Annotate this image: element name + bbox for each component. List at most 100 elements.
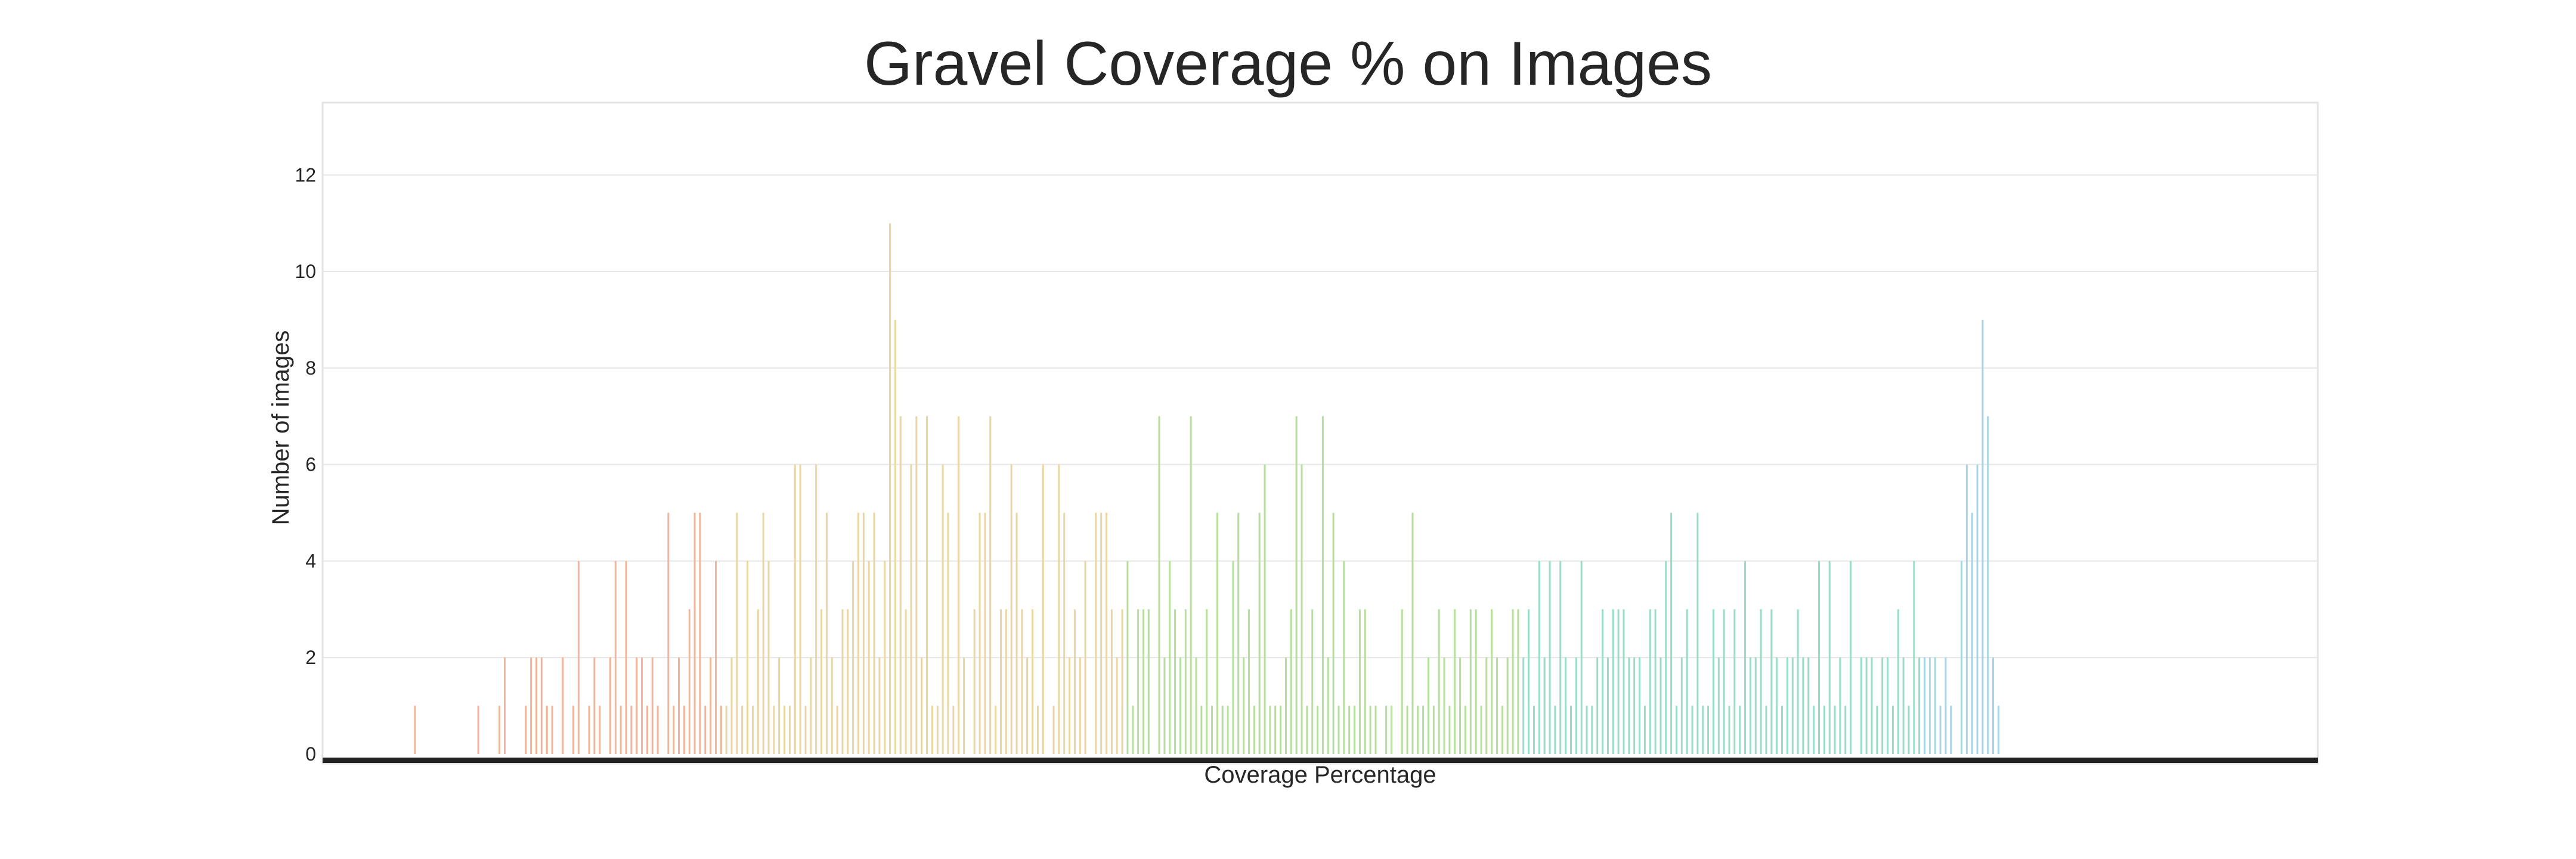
bar (1280, 706, 1282, 754)
bar (1691, 706, 1693, 754)
bar (1243, 657, 1245, 754)
bar (1834, 706, 1836, 754)
bar (1369, 706, 1371, 754)
bar (1918, 657, 1921, 754)
bar (1469, 609, 1472, 754)
bar (841, 609, 844, 754)
bar (942, 464, 944, 754)
bar (784, 706, 786, 754)
bar (989, 416, 992, 754)
bar (815, 464, 818, 754)
bar (1823, 706, 1825, 754)
bar (1606, 657, 1609, 754)
bar (1871, 657, 1873, 754)
bar (1728, 706, 1730, 754)
bar (810, 657, 812, 754)
y-tick-label: 10 (295, 261, 316, 282)
bar (1032, 609, 1034, 754)
bar (936, 706, 939, 754)
bar (1385, 706, 1388, 754)
bar (1169, 561, 1171, 754)
bar (915, 416, 918, 754)
bar (1100, 512, 1103, 754)
bar (1538, 561, 1540, 754)
bar (1084, 561, 1086, 754)
bar (1865, 657, 1868, 754)
bar (1069, 657, 1071, 754)
bar (1818, 561, 1820, 754)
bar (725, 706, 727, 754)
bar (1776, 657, 1778, 754)
bar (1116, 657, 1118, 754)
bar (1073, 609, 1076, 754)
bar (1680, 657, 1683, 754)
bar (1274, 706, 1277, 754)
bar (1200, 706, 1203, 754)
bar (1005, 609, 1007, 754)
bar (868, 561, 870, 754)
bar (741, 706, 744, 754)
bar (1184, 609, 1187, 754)
bar (1485, 657, 1488, 754)
bar (1902, 657, 1905, 754)
bar (1533, 706, 1535, 754)
bar (688, 609, 691, 754)
bar (821, 609, 822, 754)
bar (1132, 706, 1134, 754)
bar (1908, 706, 1910, 754)
bar (620, 706, 622, 754)
bar (1844, 706, 1847, 754)
bar (847, 609, 849, 754)
bar (747, 561, 749, 754)
bar (477, 706, 479, 754)
bar (857, 512, 859, 754)
bar (1971, 512, 1973, 754)
gridlines (323, 174, 2318, 659)
bar (973, 609, 976, 754)
bar (714, 561, 717, 754)
bar (825, 512, 828, 754)
bar (1021, 609, 1023, 754)
bar (1306, 706, 1308, 754)
bar (1723, 609, 1725, 754)
bar (1163, 657, 1166, 754)
bar (630, 706, 633, 754)
bar (1565, 657, 1567, 754)
bar (588, 706, 590, 754)
bar (963, 657, 965, 754)
bar (1063, 512, 1066, 754)
bar (1639, 657, 1641, 754)
bar (1760, 609, 1762, 754)
bar (609, 657, 611, 754)
bar (852, 561, 854, 754)
bar (1480, 706, 1482, 754)
bar (693, 512, 696, 754)
bars (414, 223, 1999, 754)
bar (910, 464, 912, 754)
bar (1248, 609, 1250, 754)
bar (599, 706, 601, 754)
bar (1321, 416, 1324, 754)
bar (1026, 657, 1029, 754)
bar (1913, 561, 1915, 754)
bar (1828, 561, 1831, 754)
bar (1739, 706, 1741, 754)
bar (1802, 657, 1804, 754)
bar (730, 657, 733, 754)
bar (1654, 609, 1657, 754)
bar (1464, 706, 1466, 754)
bar (1961, 561, 1962, 754)
bar (414, 706, 416, 754)
bar (1137, 609, 1140, 754)
bar (1411, 512, 1414, 754)
bar (667, 512, 670, 754)
bar (1332, 512, 1335, 754)
bar (646, 706, 648, 754)
bar (1749, 657, 1751, 754)
bar (773, 706, 775, 754)
bar (1491, 609, 1493, 754)
bar (1928, 657, 1931, 754)
bar (1354, 706, 1356, 754)
bar (1058, 464, 1060, 754)
bar (979, 512, 981, 754)
